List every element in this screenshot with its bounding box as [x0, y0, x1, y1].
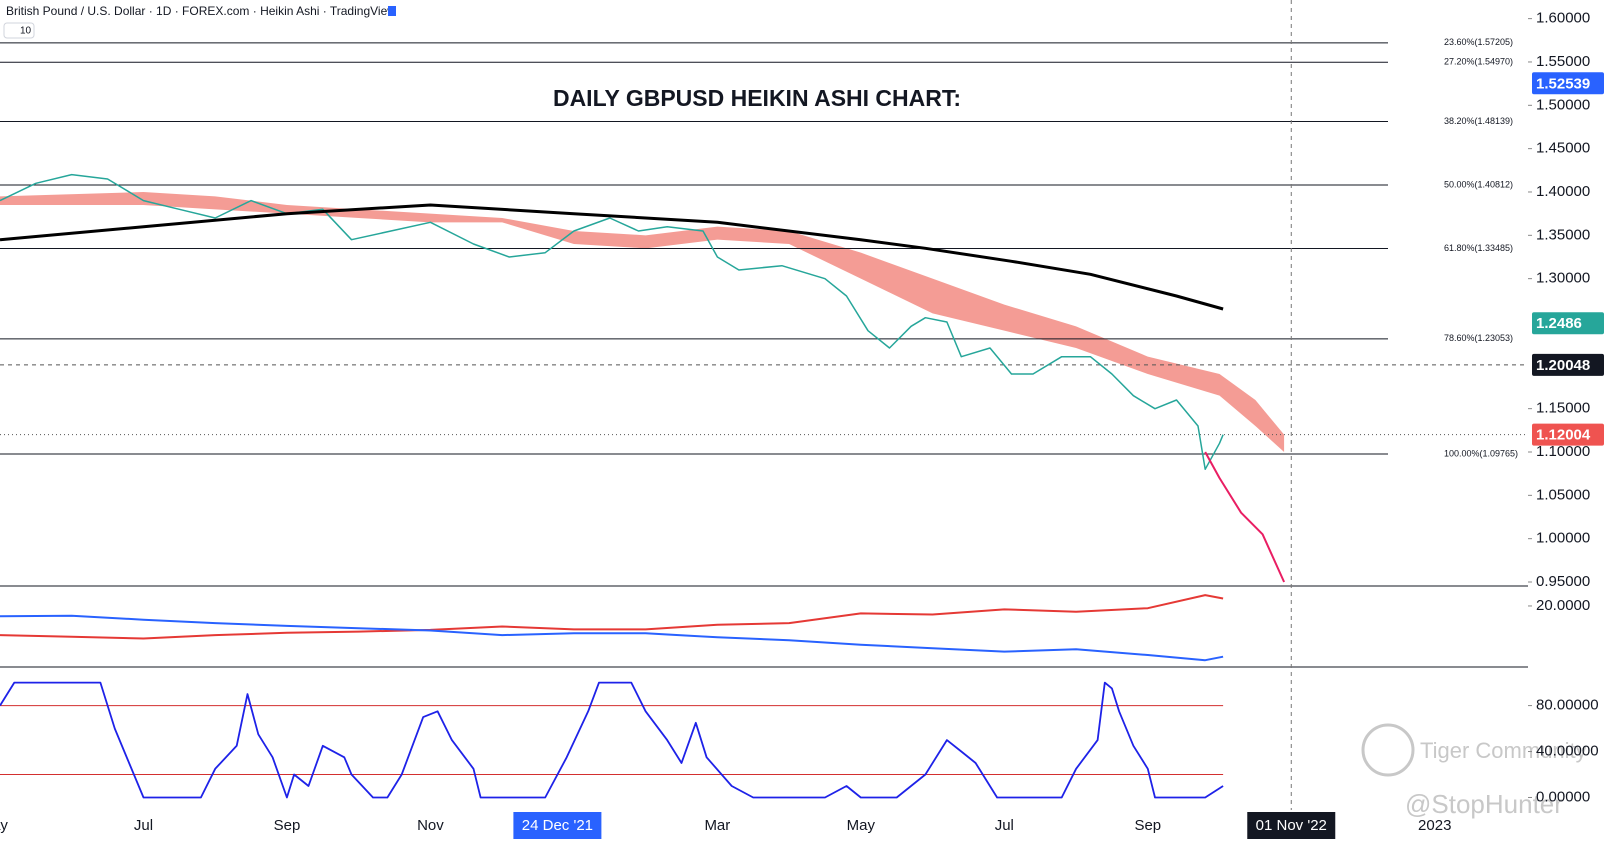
- y-tick-label: 1.55000: [1536, 53, 1590, 70]
- watermark: @StopHunter: [1405, 789, 1563, 819]
- y-tick-label: 40.00000: [1536, 743, 1599, 760]
- price-badge-label: 1.12004: [1536, 427, 1591, 444]
- y-tick-label: 1.00000: [1536, 530, 1590, 547]
- price-badge: [1532, 353, 1604, 376]
- x-tick-highlight: [513, 812, 602, 839]
- y-tick-label: 80.00000: [1536, 697, 1599, 714]
- series-line: [0, 173, 1224, 471]
- x-tick-label: 01 Nov '22: [1256, 817, 1327, 834]
- y-tick-label: 1.15000: [1536, 400, 1590, 417]
- series-line: [0, 681, 1224, 799]
- watermark: Tiger Community: [1420, 738, 1587, 763]
- symbol-header: British Pound / U.S. Dollar · 1D · FOREX…: [6, 4, 396, 18]
- y-tick-label: 1.50000: [1536, 96, 1590, 113]
- x-tick-label: Nov: [417, 817, 444, 834]
- y-tick-label: 1.10000: [1536, 443, 1590, 460]
- x-tick-highlight: [1247, 812, 1336, 839]
- y-tick-label: 0.00000: [1536, 788, 1590, 805]
- x-tick-label: Jul: [995, 817, 1014, 834]
- level-label: 38.20%(1.48139): [1444, 116, 1513, 126]
- series-line: [1204, 451, 1286, 583]
- price-badge-label: 1.2486: [1536, 315, 1582, 332]
- y-tick-label: 1.60000: [1536, 10, 1590, 27]
- flag-icon: [388, 6, 396, 16]
- ichimoku-cloud: [0, 191, 1285, 453]
- x-tick-label: Sep: [274, 817, 301, 834]
- level-label: 23.60%(1.57205): [1444, 37, 1513, 47]
- level-label: 50.00%(1.40812): [1444, 179, 1513, 189]
- series-line: [0, 614, 1224, 662]
- level-label: 27.20%(1.54970): [1444, 57, 1513, 67]
- chart-title: DAILY GBPUSD HEIKIN ASHI CHART:: [553, 85, 961, 111]
- level-label: 78.60%(1.23053): [1444, 333, 1513, 343]
- x-tick-label: ay: [0, 817, 8, 834]
- y-tick-label: 1.45000: [1536, 140, 1590, 157]
- price-badge: [1532, 72, 1604, 95]
- watermark-logo: [1361, 723, 1415, 777]
- price-badge: [1532, 423, 1604, 446]
- interval-value: 10: [20, 26, 32, 37]
- interval-dropdown[interactable]: [3, 22, 35, 39]
- x-tick-label: Sep: [1134, 817, 1161, 834]
- y-tick-label: 1.30000: [1536, 270, 1590, 287]
- level-label: 61.80%(1.33485): [1444, 243, 1513, 253]
- series-line: [0, 203, 1224, 311]
- series-line: [0, 594, 1224, 640]
- level-label: 100.00%(1.09765): [1444, 448, 1518, 458]
- x-tick-label: May: [847, 817, 876, 834]
- x-tick-label: 24 Dec '21: [522, 817, 593, 834]
- x-tick-label: 2023: [1418, 817, 1451, 834]
- y-tick-label: 20.0000: [1536, 597, 1590, 614]
- y-tick-label: 0.95000: [1536, 573, 1590, 590]
- x-tick-label: Mar: [704, 817, 730, 834]
- y-tick-label: 1.40000: [1536, 183, 1590, 200]
- price-badge-label: 1.20048: [1536, 357, 1590, 374]
- price-badge: [1532, 312, 1604, 335]
- y-tick-label: 1.05000: [1536, 486, 1590, 503]
- y-tick-label: 1.35000: [1536, 226, 1590, 243]
- x-tick-label: Jul: [134, 817, 153, 834]
- price-badge-label: 1.52539: [1536, 75, 1590, 92]
